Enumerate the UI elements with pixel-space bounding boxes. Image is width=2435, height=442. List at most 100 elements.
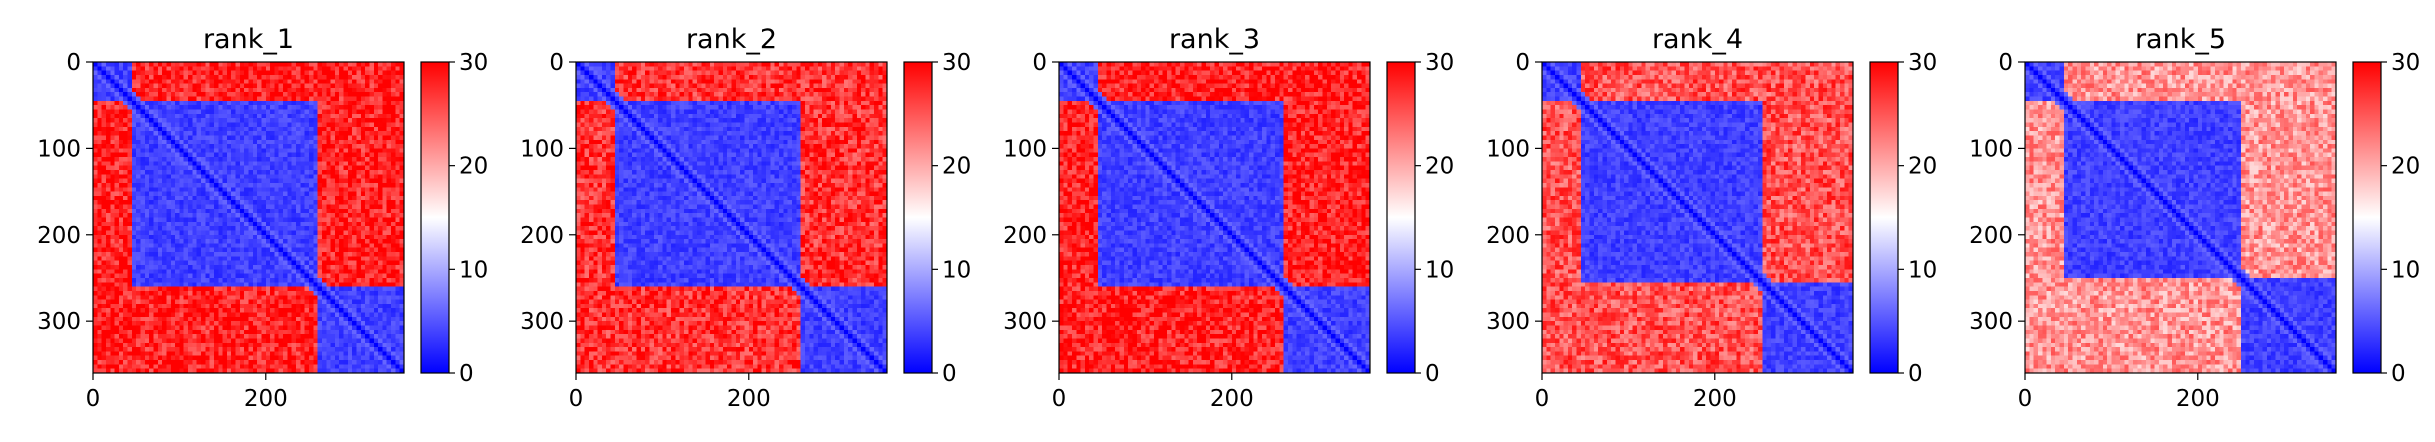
heatmap-cell xyxy=(114,157,120,162)
heatmap-cell xyxy=(352,139,358,145)
heatmap-cell xyxy=(261,200,267,206)
heatmap-cell xyxy=(382,66,388,72)
heatmap-cell xyxy=(291,243,297,249)
heatmap-cell xyxy=(283,62,288,67)
heatmap-cell xyxy=(149,243,155,249)
heatmap-cell xyxy=(192,230,198,236)
heatmap-cell xyxy=(209,286,215,292)
heatmap-cell xyxy=(144,182,150,188)
heatmap-cell xyxy=(205,135,211,141)
heatmap-cell xyxy=(140,290,146,296)
heatmap-cell xyxy=(157,321,163,327)
heatmap-cell xyxy=(274,83,280,89)
heatmap-cell xyxy=(97,260,103,266)
heatmap-cell xyxy=(205,234,211,240)
heatmap-cell xyxy=(352,92,358,98)
heatmap-cell xyxy=(101,169,107,175)
heatmap-cell xyxy=(136,161,142,167)
heatmap-cell xyxy=(244,308,250,314)
heatmap-cell xyxy=(105,161,111,167)
heatmap-cell xyxy=(296,234,301,240)
heatmap-cell xyxy=(352,62,358,67)
heatmap-cell xyxy=(149,286,155,292)
heatmap-cell xyxy=(248,157,254,162)
heatmap-cell xyxy=(209,109,215,115)
heatmap-cell xyxy=(317,178,323,184)
heatmap-cell xyxy=(213,204,219,210)
heatmap-cell xyxy=(153,260,159,266)
heatmap-cell xyxy=(248,208,254,214)
heatmap-cell xyxy=(209,113,215,119)
heatmap-cell xyxy=(93,217,98,223)
heatmap-cell xyxy=(347,144,353,149)
heatmap-cell xyxy=(200,109,206,115)
heatmap-cell xyxy=(196,295,202,301)
heatmap-cell xyxy=(153,239,159,245)
heatmap-cell xyxy=(291,161,297,167)
heatmap-cell xyxy=(326,122,332,128)
heatmap-cell xyxy=(118,122,124,128)
heatmap-cell xyxy=(127,96,133,102)
heatmap-cell xyxy=(192,256,198,262)
heatmap-cell xyxy=(188,316,193,322)
heatmap-cell xyxy=(274,144,280,149)
heatmap-cell xyxy=(183,157,189,162)
heatmap-cell xyxy=(360,316,366,322)
heatmap-cell xyxy=(326,96,332,102)
heatmap-cell xyxy=(300,144,306,149)
heatmap-cell xyxy=(162,286,168,292)
heatmap-cell xyxy=(97,131,103,137)
heatmap-cell xyxy=(101,126,107,132)
heatmap-cell xyxy=(347,161,353,167)
heatmap-cell xyxy=(123,200,129,206)
heatmap-cell xyxy=(192,208,198,214)
heatmap-cell xyxy=(144,144,150,149)
heatmap-cell xyxy=(123,355,129,361)
heatmap-cell xyxy=(278,139,284,145)
heatmap-cell xyxy=(391,325,396,331)
heatmap-cell xyxy=(183,208,189,214)
heatmap-cell xyxy=(235,66,241,72)
heatmap-cell xyxy=(399,70,405,76)
heatmap-cell xyxy=(226,83,232,89)
heatmap-cell xyxy=(110,66,116,72)
heatmap-cell xyxy=(382,303,388,309)
heatmap-cell xyxy=(283,299,288,305)
heatmap-cell xyxy=(200,286,206,292)
heatmap-cell xyxy=(326,286,332,292)
heatmap-cell xyxy=(149,157,155,162)
heatmap-cell xyxy=(321,187,327,193)
heatmap-cell xyxy=(313,83,319,89)
heatmap-cell xyxy=(149,187,155,193)
heatmap-cell xyxy=(257,355,263,361)
heatmap-cell xyxy=(218,66,224,72)
heatmap-cell xyxy=(339,260,345,266)
heatmap-cell xyxy=(127,118,133,124)
heatmap-cell xyxy=(296,226,301,232)
heatmap-cell xyxy=(399,282,405,288)
heatmap-cell xyxy=(200,139,206,145)
heatmap-cell xyxy=(192,169,198,175)
heatmap-cell xyxy=(369,243,375,249)
heatmap-cell xyxy=(347,126,353,132)
heatmap-cell xyxy=(157,256,163,262)
heatmap-cell xyxy=(235,195,241,201)
heatmap-cell xyxy=(334,96,340,102)
heatmap-cell xyxy=(339,187,345,193)
heatmap-cell xyxy=(308,169,314,175)
heatmap-cell xyxy=(369,165,375,171)
heatmap-cell xyxy=(114,144,120,149)
heatmap-cell xyxy=(321,195,327,201)
heatmap-cell xyxy=(218,182,224,188)
heatmap-cell xyxy=(157,299,163,305)
heatmap-cell xyxy=(257,92,263,98)
heatmap-cell xyxy=(296,144,301,149)
heatmap-cell xyxy=(248,247,254,253)
heatmap-cell xyxy=(278,105,284,111)
heatmap-cell xyxy=(235,286,241,292)
heatmap-cell xyxy=(239,269,245,275)
heatmap-cell xyxy=(300,312,306,318)
heatmap-cell xyxy=(382,282,388,288)
heatmap-cell xyxy=(105,256,111,262)
